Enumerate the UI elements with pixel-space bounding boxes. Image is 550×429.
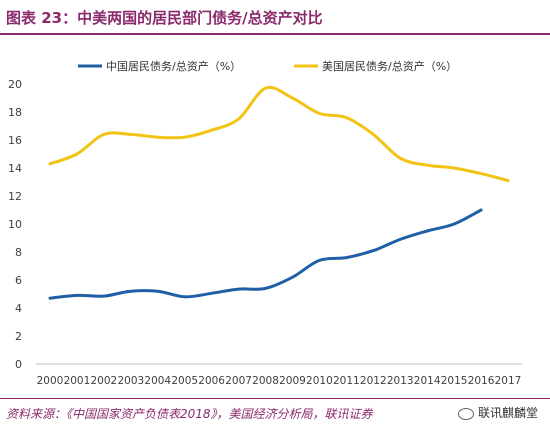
y-tick-label: 4 — [15, 302, 22, 315]
source-note: 资料来源：《中国国家资产负债表2018》，美国经济分析局，联讯证券 — [6, 407, 373, 421]
legend: 中国居民债务/总资产（%） 美国居民债务/总资产（%） — [78, 59, 457, 73]
series-line-1 — [48, 85, 510, 183]
y-tick-label: 8 — [15, 246, 22, 259]
x-tick-label: 2017 — [495, 375, 522, 387]
wechat-icon — [457, 407, 474, 420]
legend-label: 中国居民债务/总资产（%） — [106, 59, 241, 73]
legend-label: 美国居民债务/总资产（%） — [322, 59, 457, 73]
title-divider — [0, 33, 550, 35]
x-tick-label: 2006 — [198, 375, 225, 387]
x-tick-label: 2012 — [360, 375, 387, 387]
x-tick-label: 2013 — [387, 375, 414, 387]
x-tick-label: 2011 — [333, 375, 360, 387]
brand: 联讯麒麟堂 — [457, 404, 538, 421]
x-tick-label: 2016 — [468, 375, 495, 387]
footer: 资料来源：《中国国家资产负债表2018》，美国经济分析局，联讯证券 联讯麒麟堂 — [0, 398, 550, 429]
y-tick-label: 2 — [15, 330, 22, 343]
x-tick-label: 2008 — [252, 375, 279, 387]
y-tick-label: 16 — [8, 134, 22, 147]
y-tick-label: 20 — [8, 78, 22, 91]
y-tick-label: 0 — [15, 358, 22, 371]
y-tick-label: 6 — [15, 274, 22, 287]
line-chart: 中国居民债务/总资产（%） 美国居民债务/总资产（%） 0 2 4 6 8 10 12 14 16… — [8, 59, 522, 387]
x-tick-label: 2007 — [225, 375, 252, 387]
y-tick-label: 12 — [8, 190, 22, 203]
chart-title: 图表 23：中美两国的居民部门债务/总资产对比 — [6, 9, 323, 27]
x-tick-label: 2002 — [91, 375, 118, 387]
x-tick-label: 2005 — [171, 375, 198, 387]
series-line-0 — [48, 208, 483, 300]
series-lines — [48, 85, 510, 300]
brand-label: 联讯麒麟堂 — [477, 406, 538, 420]
x-tick-label: 2004 — [144, 375, 171, 387]
y-tick-label: 14 — [8, 162, 22, 175]
y-tick-label: 10 — [8, 218, 22, 231]
x-tick-label: 2001 — [64, 375, 91, 387]
footer-divider — [0, 398, 550, 399]
header: 图表 23：中美两国的居民部门债务/总资产对比 — [0, 0, 550, 35]
y-tick-label: 18 — [8, 106, 22, 119]
x-tick-label: 2015 — [441, 375, 468, 387]
x-tick-label: 2010 — [306, 375, 333, 387]
x-tick-label: 2014 — [414, 375, 441, 387]
x-tick-label: 2009 — [279, 375, 306, 387]
x-tick-label: 2003 — [117, 375, 144, 387]
x-tick-label: 2000 — [37, 375, 64, 387]
